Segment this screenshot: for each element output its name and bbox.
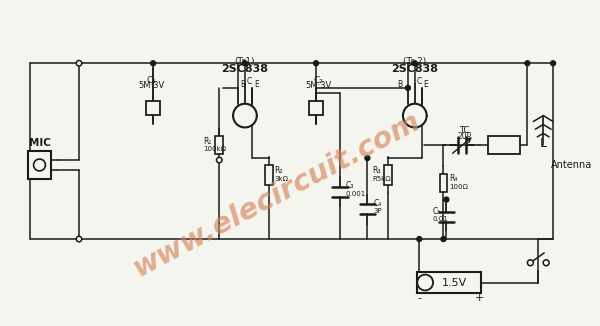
Bar xyxy=(488,136,520,154)
Text: 100kΩ: 100kΩ xyxy=(203,146,226,152)
Bar xyxy=(146,101,160,115)
Circle shape xyxy=(151,61,155,66)
Circle shape xyxy=(217,157,222,163)
Text: R5kΩ: R5kΩ xyxy=(373,176,391,182)
Text: 3P: 3P xyxy=(373,208,382,215)
Text: C: C xyxy=(417,77,422,85)
Text: E: E xyxy=(424,81,428,89)
Circle shape xyxy=(417,274,433,290)
Circle shape xyxy=(34,159,46,171)
Text: www.elecircuit.com: www.elecircuit.com xyxy=(128,107,425,282)
Text: C₃: C₃ xyxy=(346,181,354,190)
Circle shape xyxy=(76,236,82,242)
Circle shape xyxy=(403,104,427,127)
Circle shape xyxy=(314,61,319,66)
Circle shape xyxy=(444,197,449,202)
Circle shape xyxy=(412,61,417,66)
Text: B: B xyxy=(397,81,402,89)
Text: (Tr1): (Tr1) xyxy=(235,57,255,66)
Bar xyxy=(265,165,272,185)
Circle shape xyxy=(417,237,422,242)
Text: 5M·3V: 5M·3V xyxy=(305,82,331,90)
Text: TC: TC xyxy=(459,126,469,135)
Text: 0.001: 0.001 xyxy=(346,191,366,197)
Circle shape xyxy=(525,61,530,66)
Text: C₄: C₄ xyxy=(373,199,382,208)
Text: L: L xyxy=(539,137,546,150)
Text: C₅: C₅ xyxy=(433,207,441,216)
Text: 3kΩ: 3kΩ xyxy=(275,176,289,182)
Bar xyxy=(384,165,392,185)
Text: C₁: C₁ xyxy=(146,76,156,84)
Text: 2SC838: 2SC838 xyxy=(391,64,439,74)
Text: +: + xyxy=(475,293,484,303)
Text: E: E xyxy=(254,81,259,89)
Circle shape xyxy=(406,85,410,90)
Text: -: - xyxy=(417,293,421,303)
Circle shape xyxy=(551,61,556,66)
Text: C: C xyxy=(247,77,252,85)
Bar xyxy=(28,151,52,179)
Text: R₂: R₂ xyxy=(275,166,283,175)
Bar xyxy=(440,174,448,192)
Circle shape xyxy=(233,104,257,127)
Text: R₁: R₁ xyxy=(203,137,212,146)
Text: R₄: R₄ xyxy=(449,174,458,183)
Circle shape xyxy=(242,61,247,66)
Bar xyxy=(309,101,323,115)
Circle shape xyxy=(365,156,370,160)
Circle shape xyxy=(441,237,446,242)
Bar xyxy=(417,272,481,293)
Text: R₃: R₃ xyxy=(373,166,381,175)
Text: C₂: C₂ xyxy=(313,76,323,84)
Text: MIC: MIC xyxy=(29,138,50,148)
Text: 2SC838: 2SC838 xyxy=(221,64,268,74)
Text: 20P: 20P xyxy=(457,132,472,141)
Circle shape xyxy=(527,260,533,266)
Text: 100Ω: 100Ω xyxy=(449,184,468,190)
Text: 1.5V: 1.5V xyxy=(442,277,467,288)
Text: 0.01: 0.01 xyxy=(433,216,448,222)
Bar xyxy=(215,136,223,154)
Circle shape xyxy=(76,61,82,66)
Text: Antenna: Antenna xyxy=(551,160,592,170)
Text: B: B xyxy=(240,81,245,89)
Text: 5M·3V: 5M·3V xyxy=(138,82,164,90)
Circle shape xyxy=(543,260,549,266)
Text: (Tr 2): (Tr 2) xyxy=(403,57,427,66)
